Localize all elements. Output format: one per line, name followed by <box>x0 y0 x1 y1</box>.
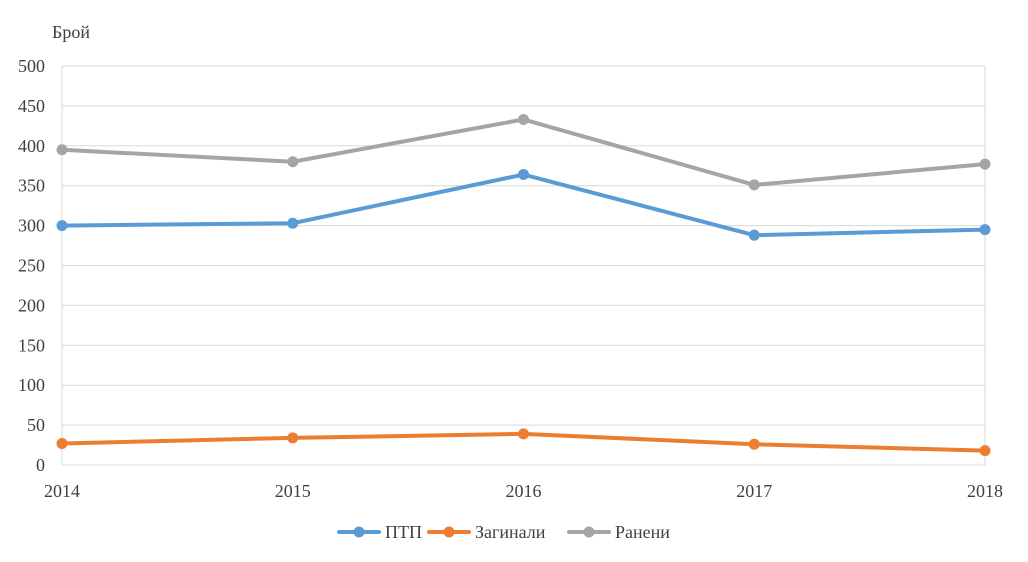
legend-item: Загинали <box>427 522 546 542</box>
legend-swatch-marker <box>583 526 595 538</box>
x-tick-label: 2016 <box>506 481 542 501</box>
data-point <box>979 224 991 236</box>
x-axis-ticks: 2014 2015 2016 2017 2018 <box>44 481 1003 501</box>
series-1 <box>56 169 991 241</box>
y-tick-label: 300 <box>18 216 45 236</box>
y-axis-ticks: 0 50 100 150 200 250 300 350 400 450 500 <box>18 56 45 475</box>
legend-item: ПТП <box>337 522 422 542</box>
legend-label: Загинали <box>475 522 546 542</box>
data-point <box>748 438 760 450</box>
data-point <box>748 229 760 241</box>
legend-label: Ранени <box>615 522 670 542</box>
y-tick-label: 450 <box>18 96 45 116</box>
y-tick-label: 250 <box>18 256 45 276</box>
x-tick-label: 2018 <box>967 481 1003 501</box>
legend-swatch-marker <box>443 526 455 538</box>
series-2 <box>56 428 991 457</box>
y-tick-label: 100 <box>18 375 45 395</box>
legend: ПТП Загинали Ранени <box>337 522 670 542</box>
data-point <box>518 169 529 181</box>
data-point <box>287 432 299 444</box>
y-tick-label: 200 <box>18 295 45 315</box>
x-tick-label: 2017 <box>736 481 772 501</box>
y-tick-label: 150 <box>18 335 45 355</box>
data-point <box>518 113 529 125</box>
data-point <box>518 428 529 440</box>
data-point <box>56 220 68 232</box>
axes <box>61 66 986 465</box>
y-tick-label: 0 <box>36 455 45 475</box>
y-tick-label: 350 <box>18 176 45 196</box>
legend-swatch-marker <box>353 526 365 538</box>
legend-label: ПТП <box>385 522 422 542</box>
data-point <box>287 217 299 229</box>
gridlines <box>62 65 985 466</box>
data-point <box>56 437 68 449</box>
y-tick-label: 50 <box>27 415 45 435</box>
data-point <box>748 179 760 191</box>
x-tick-label: 2014 <box>44 481 80 501</box>
data-point <box>287 156 299 168</box>
y-axis-title: Брой <box>52 22 90 42</box>
y-tick-label: 500 <box>18 56 45 76</box>
x-tick-label: 2015 <box>275 481 311 501</box>
data-point <box>979 445 991 457</box>
data-point <box>56 144 68 156</box>
series-3 <box>56 113 991 191</box>
data-point <box>979 158 991 170</box>
y-tick-label: 400 <box>18 136 45 156</box>
series-group <box>56 113 991 457</box>
legend-item: Ранени <box>567 522 670 542</box>
